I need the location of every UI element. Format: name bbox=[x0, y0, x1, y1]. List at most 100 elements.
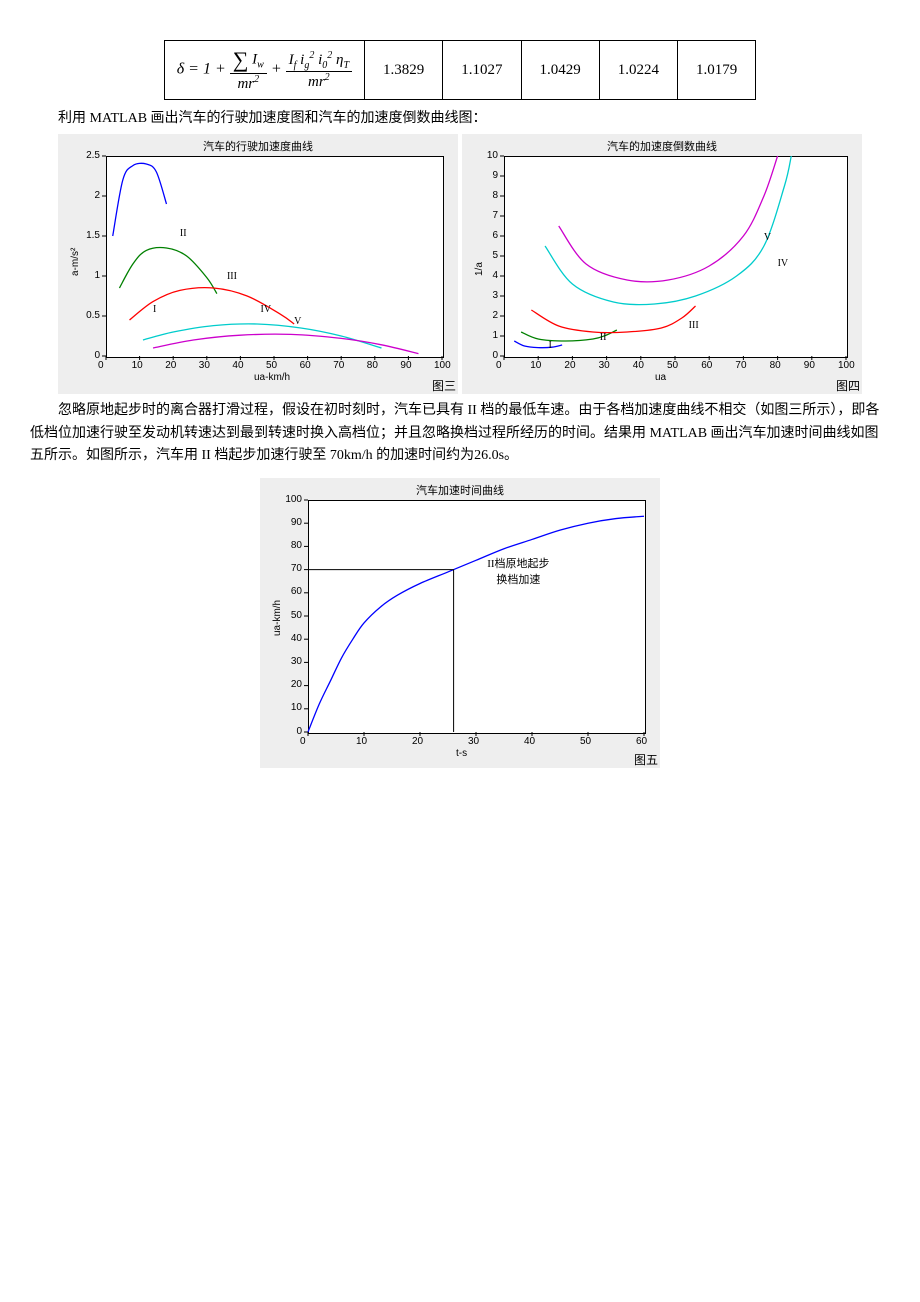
series-II bbox=[119, 248, 216, 294]
series-label: V bbox=[294, 316, 301, 327]
annotation: II档原地起步换档加速 bbox=[487, 555, 549, 587]
x-tick: 30 bbox=[468, 736, 479, 747]
figure-caption: 图五 bbox=[634, 751, 658, 768]
delta-value-2: 1.1027 bbox=[443, 41, 521, 100]
acceleration-chart: 汽车的行驶加速度曲线010203040506070809010000.511.5… bbox=[58, 134, 458, 394]
y-tick: 1 bbox=[492, 330, 498, 341]
y-tick: 2 bbox=[492, 310, 498, 321]
delta-value-4: 1.0224 bbox=[599, 41, 677, 100]
y-tick: 10 bbox=[291, 702, 302, 713]
y-tick: 0 bbox=[492, 350, 498, 361]
delta-formula-table: δ = 1 + ∑ Iwmr2 + If ig2 i02 ηTmr2 1.382… bbox=[164, 40, 757, 100]
x-tick: 90 bbox=[400, 360, 411, 371]
x-tick: 60 bbox=[300, 360, 311, 371]
y-tick: 2.5 bbox=[86, 150, 100, 161]
x-tick: 10 bbox=[356, 736, 367, 747]
series-I bbox=[113, 164, 167, 237]
series-label: II bbox=[600, 332, 607, 343]
series-label: I bbox=[153, 304, 156, 315]
x-tick: 40 bbox=[633, 360, 644, 371]
y-tick: 10 bbox=[487, 150, 498, 161]
series-V bbox=[559, 156, 778, 282]
x-tick: 70 bbox=[735, 360, 746, 371]
y-tick: 100 bbox=[285, 494, 302, 505]
y-axis-label: a-m/s² bbox=[70, 248, 81, 276]
x-tick: 50 bbox=[266, 360, 277, 371]
series-label: IV bbox=[261, 304, 272, 315]
y-axis-label: 1/a bbox=[474, 262, 485, 276]
delta-value-5: 1.0179 bbox=[678, 41, 756, 100]
y-tick: 0.5 bbox=[86, 310, 100, 321]
y-tick: 7 bbox=[492, 210, 498, 221]
y-tick: 2 bbox=[94, 190, 100, 201]
y-tick: 1 bbox=[94, 270, 100, 281]
x-tick: 10 bbox=[530, 360, 541, 371]
x-tick: 30 bbox=[199, 360, 210, 371]
x-tick: 10 bbox=[132, 360, 143, 371]
y-tick: 30 bbox=[291, 656, 302, 667]
series-I bbox=[514, 341, 562, 348]
y-axis-label: ua-km/h bbox=[272, 599, 283, 635]
y-tick: 1.5 bbox=[86, 230, 100, 241]
x-tick: 20 bbox=[564, 360, 575, 371]
y-tick: 60 bbox=[291, 586, 302, 597]
x-tick: 40 bbox=[524, 736, 535, 747]
y-tick: 90 bbox=[291, 517, 302, 528]
y-tick: 4 bbox=[492, 270, 498, 281]
y-tick: 40 bbox=[291, 633, 302, 644]
x-tick: 100 bbox=[434, 360, 451, 371]
y-tick: 20 bbox=[291, 679, 302, 690]
x-axis-label: t-s bbox=[456, 748, 467, 759]
inverse-acceleration-chart: 汽车的加速度倒数曲线010203040506070809010001234567… bbox=[462, 134, 862, 394]
series-label: I bbox=[548, 340, 551, 351]
x-tick: 60 bbox=[701, 360, 712, 371]
figure-caption: 图四 bbox=[836, 377, 860, 394]
x-tick: 50 bbox=[580, 736, 591, 747]
series-label: III bbox=[689, 320, 699, 331]
x-tick: 40 bbox=[232, 360, 243, 371]
main-paragraph: 忽略原地起步时的离合器打滑过程，假设在初时刻时，汽车已具有 II 档的最低车速。… bbox=[30, 400, 890, 467]
series-IV bbox=[143, 324, 382, 348]
figure-caption: 图三 bbox=[432, 377, 456, 394]
x-axis-label: ua-km/h bbox=[254, 372, 290, 383]
series-label: V bbox=[764, 232, 771, 243]
x-axis-label: ua bbox=[655, 372, 666, 383]
x-tick: 100 bbox=[838, 360, 855, 371]
y-tick: 6 bbox=[492, 230, 498, 241]
series-IV bbox=[545, 156, 791, 305]
x-tick: 70 bbox=[333, 360, 344, 371]
x-tick: 30 bbox=[599, 360, 610, 371]
annot-line2: 换档加速 bbox=[496, 574, 540, 586]
series-label: IV bbox=[778, 258, 789, 269]
delta-formula-cell: δ = 1 + ∑ Iwmr2 + If ig2 i02 ηTmr2 bbox=[164, 41, 364, 100]
y-tick: 8 bbox=[492, 190, 498, 201]
delta-value-3: 1.0429 bbox=[521, 41, 599, 100]
accel-time-curve bbox=[308, 516, 644, 732]
intro-line: 利用 MATLAB 画出汽车的行驶加速度图和汽车的加速度倒数曲线图： bbox=[30, 108, 890, 130]
series-label: III bbox=[227, 271, 237, 282]
y-tick: 0 bbox=[296, 726, 302, 737]
y-tick: 50 bbox=[291, 610, 302, 621]
y-tick: 3 bbox=[492, 290, 498, 301]
y-tick: 0 bbox=[94, 350, 100, 361]
annot-line1: II档原地起步 bbox=[487, 558, 549, 570]
x-tick: 90 bbox=[804, 360, 815, 371]
x-tick: 80 bbox=[367, 360, 378, 371]
series-V bbox=[153, 335, 418, 354]
x-tick: 0 bbox=[496, 360, 502, 371]
series-label: II bbox=[180, 228, 187, 239]
y-tick: 80 bbox=[291, 540, 302, 551]
x-tick: 0 bbox=[98, 360, 104, 371]
x-tick: 20 bbox=[165, 360, 176, 371]
x-tick: 80 bbox=[770, 360, 781, 371]
x-tick: 0 bbox=[300, 736, 306, 747]
series-III bbox=[531, 306, 695, 333]
y-tick: 9 bbox=[492, 170, 498, 181]
x-tick: 20 bbox=[412, 736, 423, 747]
delta-value-1: 1.3829 bbox=[365, 41, 443, 100]
x-tick: 50 bbox=[667, 360, 678, 371]
y-tick: 70 bbox=[291, 563, 302, 574]
x-tick: 60 bbox=[636, 736, 647, 747]
y-tick: 5 bbox=[492, 250, 498, 261]
accel-time-chart: 汽车加速时间曲线01020304050600102030405060708090… bbox=[260, 478, 660, 768]
